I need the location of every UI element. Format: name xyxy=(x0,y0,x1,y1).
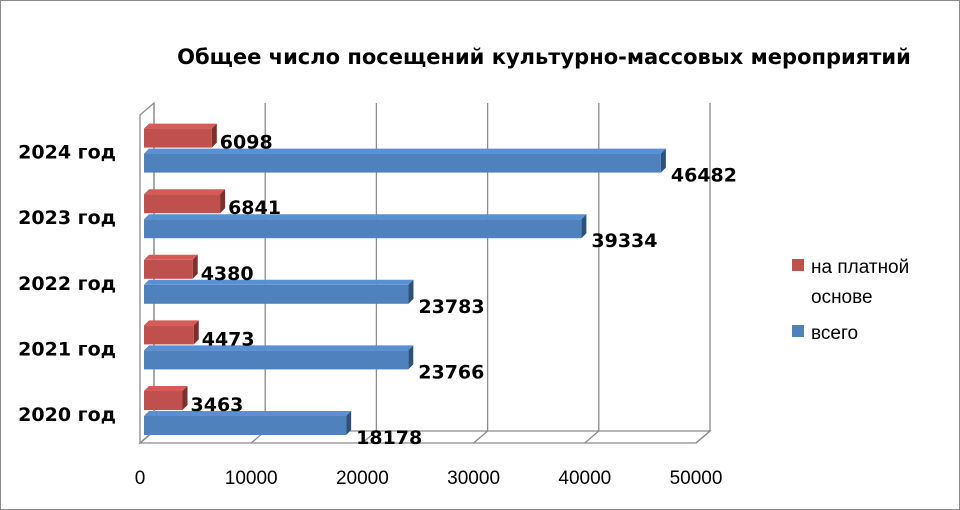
data-label-total: 23783 xyxy=(418,296,484,318)
bar-paid xyxy=(144,320,199,345)
data-label-paid: 4473 xyxy=(202,328,255,350)
x-tick-label: 10000 xyxy=(225,468,278,489)
data-label-total: 46482 xyxy=(671,165,737,187)
bar-paid xyxy=(144,386,188,410)
chart-x-tick-labels: 0 10000 20000 30000 40000 50000 xyxy=(135,468,723,489)
data-label-paid: 3463 xyxy=(191,394,244,416)
data-label-total: 18178 xyxy=(356,427,422,449)
chart-bars xyxy=(144,123,666,435)
data-label-paid: 6841 xyxy=(228,197,281,219)
legend-label-total: всего xyxy=(811,323,858,344)
x-tick-label: 0 xyxy=(135,468,146,489)
floor-gridline xyxy=(473,430,489,444)
legend-label-paid-line1: на платной xyxy=(811,257,909,278)
bar-total xyxy=(144,345,414,370)
bar-total xyxy=(144,214,587,239)
chart-data-labels: 3463 18178 4473 23766 4380 23783 6841 39334 6098… xyxy=(191,132,737,449)
x-tick-label: 30000 xyxy=(447,468,500,489)
floor-gridline xyxy=(695,430,711,444)
chart-title: Общее число посещений культурно-массовых… xyxy=(177,45,911,69)
floor-gridline xyxy=(361,430,377,444)
data-label-paid: 6098 xyxy=(220,132,273,154)
category-label: 2021 год xyxy=(18,338,116,360)
data-label-total: 39334 xyxy=(591,230,657,252)
floor-gridline xyxy=(584,430,600,444)
x-tick-label: 20000 xyxy=(336,468,389,489)
category-label: 2020 год xyxy=(18,404,116,426)
data-label-paid: 4380 xyxy=(201,263,254,285)
data-label-total: 23766 xyxy=(418,361,484,383)
legend-swatch-paid xyxy=(792,259,804,271)
bar-paid xyxy=(144,254,198,279)
bar-total xyxy=(144,279,414,304)
chart-legend: на платной основе всего xyxy=(792,257,909,344)
category-label: 2024 год xyxy=(18,142,116,164)
bar-total xyxy=(144,411,352,435)
x-tick-label: 40000 xyxy=(558,468,611,489)
bar-total xyxy=(144,148,666,173)
category-label: 2022 год xyxy=(18,273,116,295)
legend-swatch-total xyxy=(792,325,804,337)
legend-label-paid-line2: основе xyxy=(811,287,873,308)
bar-paid xyxy=(144,123,217,148)
category-label: 2023 год xyxy=(18,207,116,229)
bar-paid xyxy=(144,189,226,214)
x-tick-label: 50000 xyxy=(670,468,723,489)
chart-category-labels: 2020 год 2021 год 2022 год 2023 год 2024 год xyxy=(18,142,116,426)
